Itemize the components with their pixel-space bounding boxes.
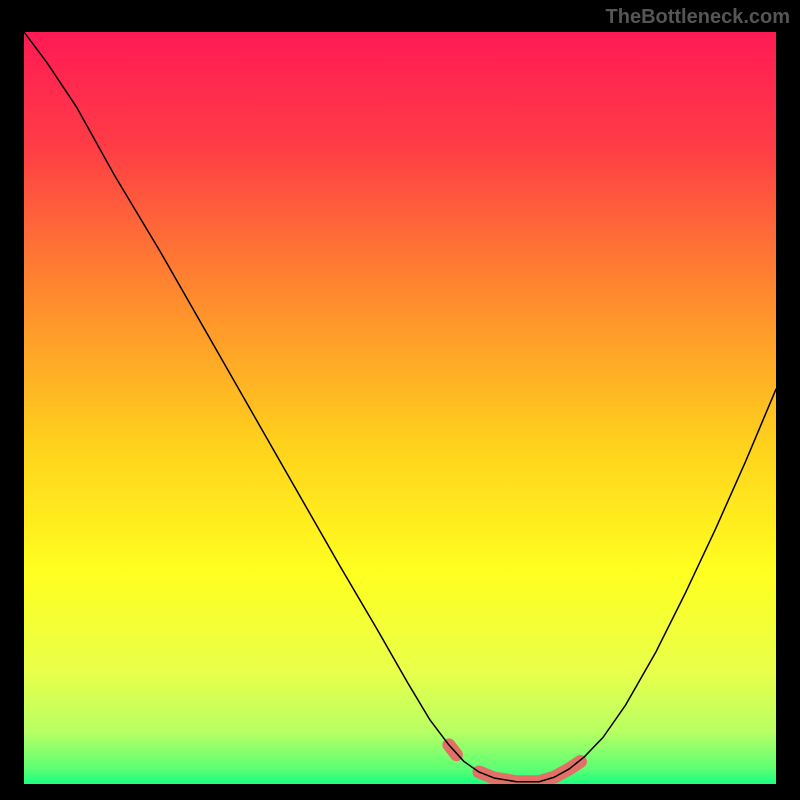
attribution-text: TheBottleneck.com: [606, 6, 790, 29]
plot-background-gradient: [24, 32, 776, 784]
plot-area: [24, 32, 776, 784]
chart-container: TheBottleneck.com: [0, 0, 800, 800]
